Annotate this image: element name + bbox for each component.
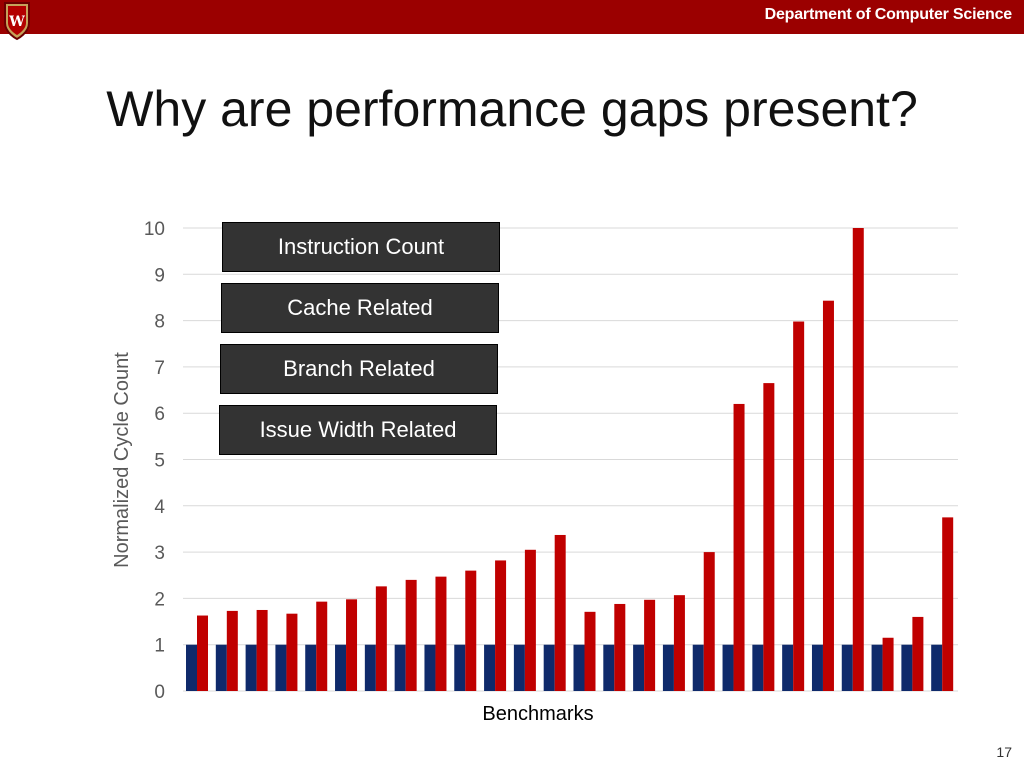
bar-comparison [465,570,477,691]
bar-baseline [811,644,823,691]
bar-baseline [931,644,943,691]
header-bar: W Department of Computer Science [0,0,1024,41]
bar-baseline [215,644,227,691]
bar-baseline [871,644,883,691]
svg-text:W: W [8,14,25,30]
y-tick-label: 7 [154,358,165,379]
bar-comparison [226,610,238,691]
y-tick-label: 1 [154,636,165,657]
bar-comparison [524,549,536,691]
bar-comparison [822,300,834,691]
bar-comparison [286,613,298,691]
slide-title: Why are performance gaps present? [106,81,918,137]
bar-comparison [346,599,358,691]
bar-comparison [435,576,447,691]
bar-baseline [841,644,853,691]
bar-comparison [912,616,924,691]
y-tick-label: 3 [154,543,165,564]
department-name: Department of Computer Science [764,6,1013,23]
bar-baseline [603,644,615,691]
bar-comparison [584,611,596,691]
bar-baseline [722,644,734,691]
bar-comparison [942,517,954,691]
annotation-instruction-count: Instruction Count [222,222,500,272]
bar-baseline [573,644,585,691]
annotation-issue-width-related: Issue Width Related [219,405,497,455]
bar-baseline [901,644,913,691]
y-tick-label: 8 [154,312,165,333]
bar-comparison [197,615,208,691]
bar-comparison [256,609,268,691]
bar-baseline [513,644,525,691]
bar-comparison [495,560,507,691]
bars [186,228,954,691]
x-axis-label: Benchmarks [482,703,593,725]
bar-baseline [335,644,347,691]
bar-comparison [763,383,775,691]
bar-baseline [543,644,555,691]
bar-comparison [733,403,745,691]
bar-baseline [633,644,645,691]
y-tick-label: 0 [154,682,165,703]
bar-baseline [275,644,287,691]
y-tick-label: 4 [154,497,165,518]
bar-comparison [852,228,864,691]
bar-comparison [405,579,417,691]
bar-comparison [316,601,328,691]
annotation-branch-related: Branch Related [220,344,498,394]
bar-baseline [692,644,704,691]
bar-baseline [752,644,764,691]
bar-baseline [186,644,197,691]
y-axis-ticks: 0 1 2 3 4 5 6 7 8 9 10 [144,219,166,703]
y-tick-label: 9 [154,265,165,286]
y-tick-label: 6 [154,404,165,425]
bar-comparison [614,603,626,691]
university-crest-icon: W [4,2,30,41]
bar-comparison [793,321,805,691]
bar-baseline [394,644,406,691]
y-tick-label: 10 [144,219,165,240]
y-axis-label: Normalized Cycle Count [111,352,133,568]
bar-comparison [644,599,656,691]
bar-baseline [424,644,436,691]
bar-comparison [673,595,685,691]
bar-baseline [245,644,257,691]
bar-comparison [882,637,894,691]
bar-comparison [554,534,566,691]
annotation-cache-related: Cache Related [221,283,499,333]
slide-number: 17 [996,744,1012,760]
bar-comparison [375,586,387,691]
bar-comparison [703,552,715,691]
y-tick-label: 5 [154,451,165,472]
bar-baseline [782,644,794,691]
bar-baseline [364,644,376,691]
bar-baseline [454,644,466,691]
bar-baseline [484,644,496,691]
y-tick-label: 2 [154,589,165,610]
bar-baseline [305,644,317,691]
bar-baseline [662,644,674,691]
